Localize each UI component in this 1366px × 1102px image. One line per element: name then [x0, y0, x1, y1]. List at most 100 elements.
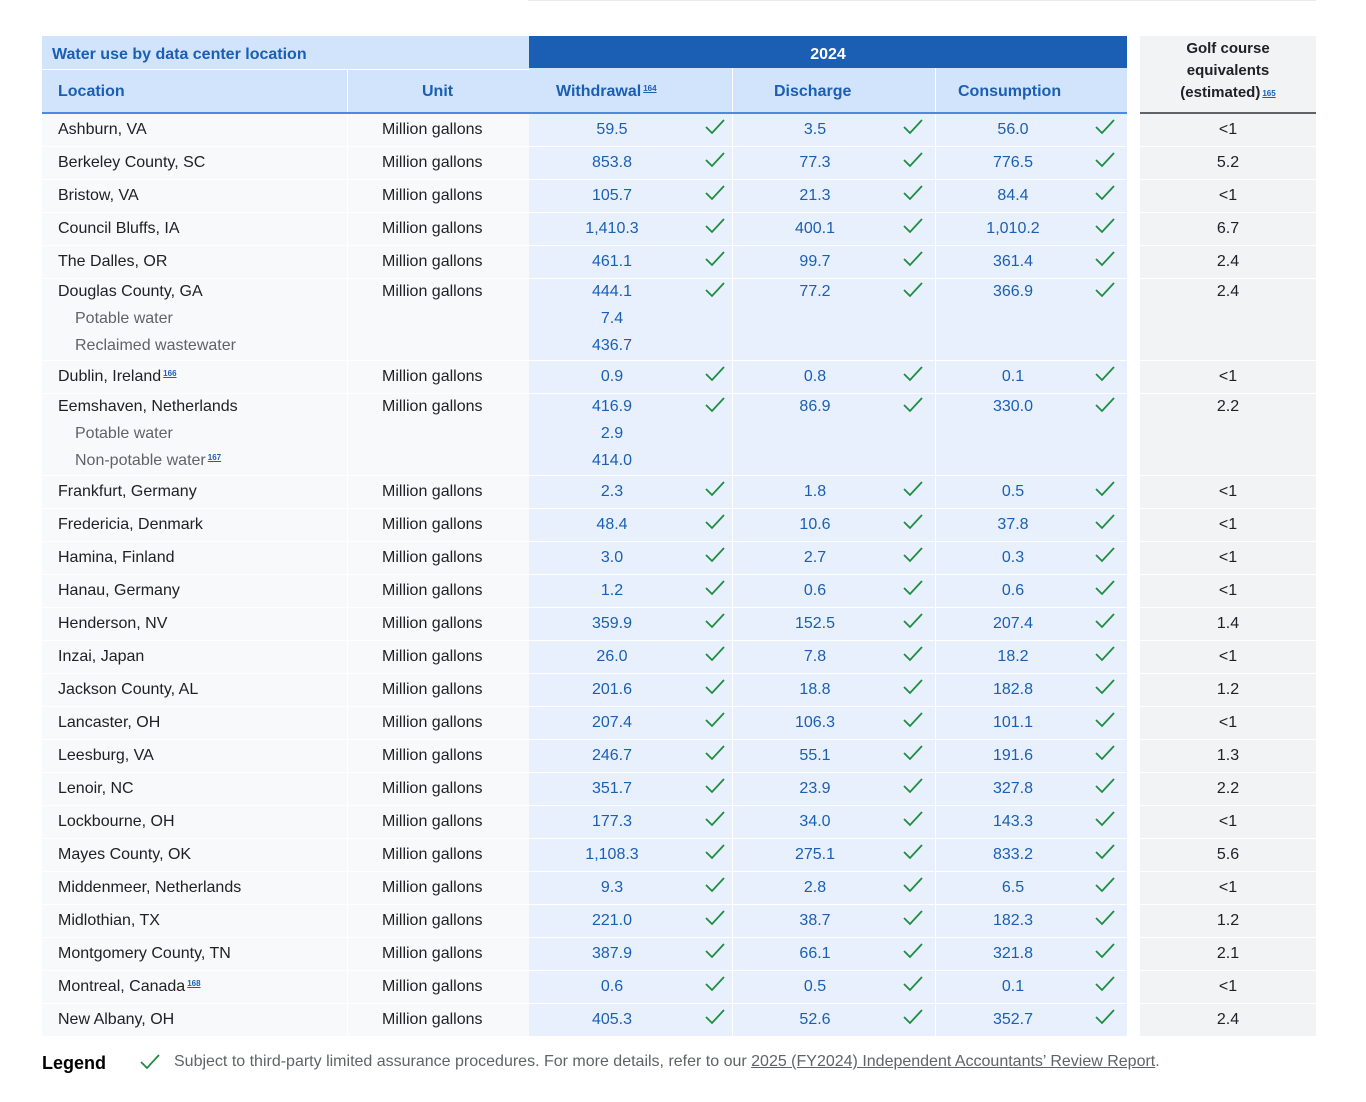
footnote-164[interactable]: 164: [643, 84, 657, 93]
footnote-166[interactable]: 166: [163, 369, 177, 378]
unit-cell: Million gallons: [382, 220, 483, 237]
location-name: The Dalles, OR: [58, 253, 168, 270]
discharge-value: 7.8: [803, 648, 827, 665]
checkmark-icon: [1095, 811, 1115, 827]
golf-equivalent-value: <1: [1218, 648, 1238, 665]
location-name: Hanau, Germany: [58, 582, 180, 599]
discharge-value: 1.8: [803, 483, 827, 500]
sub-withdrawal-value: 414.0: [591, 452, 633, 469]
withdrawal-value: 48.4: [596, 516, 628, 533]
checkmark-icon: [903, 844, 923, 860]
table-row: Midlothian, TX Million gallons 221.0 38.7 18…: [42, 905, 1316, 938]
withdrawal-value: 1.2: [600, 582, 624, 599]
checkmark-icon: [705, 366, 725, 382]
discharge-value: 2.7: [803, 549, 827, 566]
location-cell: Fredericia, Denmark: [58, 516, 203, 534]
location-name: Eemshaven, Netherlands: [58, 398, 238, 415]
sub-location-label: Potable water: [75, 310, 173, 328]
table-row: Lancaster, OH Million gallons 207.4 106.3 10…: [42, 707, 1316, 740]
footnote-167[interactable]: 167: [207, 453, 222, 462]
location-cell: Ashburn, VA: [58, 121, 147, 139]
unit-cell: Million gallons: [382, 483, 483, 500]
location-cell: Berkeley County, SC: [58, 154, 205, 172]
legend-text: Subject to third-party limited assurance…: [174, 1053, 1160, 1070]
table-row: Montgomery County, TN Million gallons 387.…: [42, 938, 1316, 971]
column-header-discharge: Discharge: [774, 83, 852, 100]
location-cell: Mayes County, OK: [58, 846, 191, 864]
withdrawal-value: 59.5: [596, 121, 628, 138]
checkmark-icon: [705, 152, 725, 168]
discharge-value: 0.5: [803, 978, 827, 995]
location-cell: Dublin, Ireland 166: [58, 368, 177, 386]
checkmark-icon: [140, 1054, 160, 1070]
consumption-value: 143.3: [992, 813, 1034, 830]
checkmark-icon: [903, 218, 923, 234]
withdrawal-value: 2.3: [600, 483, 624, 500]
unit-cell: Million gallons: [382, 846, 483, 863]
location-cell: Eemshaven, Netherlands: [58, 398, 238, 416]
consumption-value: 6.5: [1001, 879, 1025, 896]
checkmark-icon: [1095, 366, 1115, 382]
unit-cell: Million gallons: [382, 368, 483, 385]
review-report-link[interactable]: 2025 (FY2024) Independent Accountants’ R…: [751, 1053, 1156, 1070]
withdrawal-value: 201.6: [591, 681, 633, 698]
unit-cell: Million gallons: [382, 813, 483, 830]
checkmark-icon: [1095, 679, 1115, 695]
withdrawal-value: 444.1: [591, 283, 633, 300]
table-row: Jackson County, AL Million gallons 201.6 18…: [42, 674, 1316, 707]
golf-equivalent-value: <1: [1218, 121, 1238, 138]
unit-cell: Million gallons: [382, 253, 483, 270]
checkmark-icon: [705, 185, 725, 201]
location-cell: Lancaster, OH: [58, 714, 160, 732]
location-name: Leesburg, VA: [58, 747, 154, 764]
golf-equivalent-value: 2.2: [1216, 780, 1240, 797]
checkmark-icon: [1095, 910, 1115, 926]
location-cell: Jackson County, AL: [58, 681, 198, 699]
location-name: Hamina, Finland: [58, 549, 175, 566]
sub-location-label: Non-potable water 167: [75, 452, 221, 470]
consumption-value: 18.2: [997, 648, 1029, 665]
checkmark-icon: [903, 712, 923, 728]
checkmark-icon: [903, 481, 923, 497]
location-cell: Lenoir, NC: [58, 780, 134, 798]
golf-equivalent-value: <1: [1218, 368, 1238, 385]
golf-equivalent-value: <1: [1218, 582, 1238, 599]
unit-cell: Million gallons: [382, 681, 483, 698]
discharge-value: 106.3: [794, 714, 836, 731]
location-name: Montreal, Canada: [58, 978, 186, 995]
location-name: Jackson County, AL: [58, 681, 199, 698]
sub-withdrawal-value: 7.4: [600, 310, 624, 327]
discharge-value: 77.3: [799, 154, 831, 171]
footnote-168[interactable]: 168: [187, 979, 201, 988]
golf-equivalent-value: <1: [1218, 549, 1238, 566]
table-header-left: Water use by data center location Locati…: [42, 36, 529, 113]
year-header: 2024: [529, 36, 1127, 68]
unit-cell: Million gallons: [382, 747, 483, 764]
location-name: Bristow, VA: [58, 187, 139, 204]
sub-label-text: Non-potable water: [75, 452, 206, 469]
withdrawal-value: 461.1: [591, 253, 633, 270]
checkmark-icon: [705, 811, 725, 827]
location-cell: Montreal, Canada 168: [58, 978, 201, 996]
checkmark-icon: [1095, 251, 1115, 267]
golf-equivalent-value: 1.4: [1216, 615, 1240, 632]
footnote-165[interactable]: 165: [1262, 89, 1276, 98]
withdrawal-value: 177.3: [591, 813, 633, 830]
checkmark-icon: [1095, 580, 1115, 596]
top-rule: [528, 0, 1316, 1]
metric-headers: Withdrawal 164 Discharge Consumption: [529, 68, 1127, 113]
checkmark-icon: [1095, 119, 1115, 135]
withdrawal-value: 387.9: [591, 945, 633, 962]
withdrawal-value: 3.0: [600, 549, 624, 566]
discharge-value: 152.5: [794, 615, 836, 632]
unit-cell: Million gallons: [382, 516, 483, 533]
discharge-value: 86.9: [799, 398, 831, 415]
consumption-value: 1,010.2: [986, 220, 1040, 237]
checkmark-icon: [705, 481, 725, 497]
checkmark-icon: [1095, 976, 1115, 992]
table-row: Hamina, Finland Million gallons 3.0 2.7 0.3 <…: [42, 542, 1316, 575]
table-row: Fredericia, Denmark Million gallons 48.4 10…: [42, 509, 1316, 542]
checkmark-icon: [903, 679, 923, 695]
golf-equivalent-value: <1: [1218, 187, 1238, 204]
discharge-value: 38.7: [799, 912, 831, 929]
